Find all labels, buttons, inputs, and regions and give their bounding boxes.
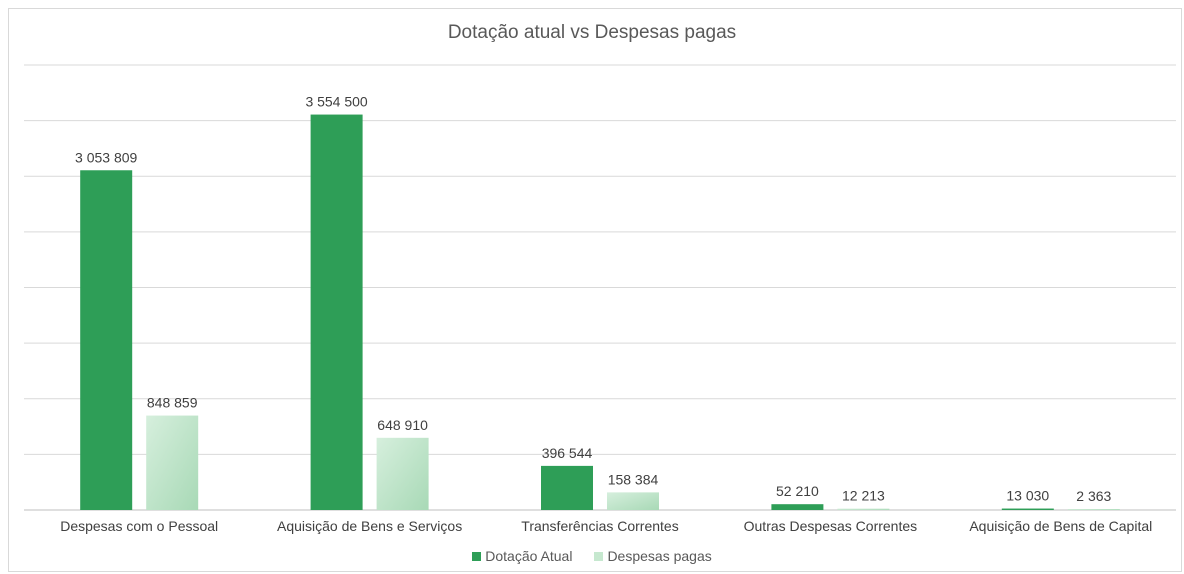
bar-despesas-pagas	[837, 508, 890, 510]
legend-label-despesas: Despesas pagas	[607, 548, 712, 564]
bar-dotacao-atual	[771, 504, 824, 510]
bars	[80, 114, 1120, 511]
x-tick-label: Outras Despesas Correntes	[744, 518, 918, 534]
bar-despesas-pagas	[607, 492, 659, 510]
gridlines	[24, 64, 1176, 511]
bar-despesas-pagas	[146, 415, 199, 510]
data-label: 12 213	[842, 488, 885, 504]
bar-dotacao-atual	[1001, 508, 1054, 510]
chart-frame	[8, 8, 1182, 572]
bar-dotacao-atual	[541, 465, 593, 510]
legend-swatch-despesas	[594, 551, 604, 561]
data-labels: 3 053 809 848 859 3 554 500 648 910 396 544 1…	[75, 94, 1111, 504]
data-label: 158 384	[608, 471, 659, 487]
data-label: 2 363	[1076, 488, 1111, 504]
bar-dotacao-atual	[80, 170, 133, 511]
data-label: 3 053 809	[75, 149, 137, 165]
legend-item-dotacao: Dotação Atual	[472, 548, 572, 564]
data-label: 52 210	[776, 483, 819, 499]
data-label: 13 030	[1006, 488, 1049, 504]
legend-item-despesas: Despesas pagas	[594, 548, 712, 564]
legend-swatch-dotacao	[472, 551, 482, 561]
x-tick-label: Aquisição de Bens de Capital	[969, 518, 1152, 534]
x-tick-label: Despesas com o Pessoal	[60, 518, 218, 534]
bar-dotacao-atual	[310, 114, 363, 510]
x-tick-label: Aquisição de Bens e Serviços	[277, 518, 462, 534]
bar-despesas-pagas	[376, 437, 429, 510]
x-axis-labels: Despesas com o Pessoal Aquisição de Bens …	[60, 518, 1152, 534]
x-tick-label: Transferências Correntes	[521, 518, 678, 534]
chart-title: Dotação atual vs Despesas pagas	[447, 22, 737, 43]
data-label: 3 554 500	[305, 94, 367, 110]
data-label: 396 544	[542, 445, 593, 461]
bar-despesas-pagas	[1067, 509, 1120, 510]
legend-label-dotacao: Dotação Atual	[485, 548, 573, 564]
data-label: 848 859	[147, 395, 198, 411]
legend: Dotação Atual Despesas pagas	[0, 548, 1184, 564]
data-label: 648 910	[377, 417, 428, 433]
